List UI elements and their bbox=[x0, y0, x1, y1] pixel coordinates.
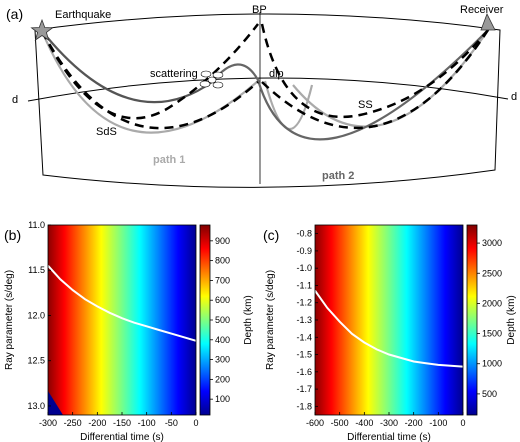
panel-c-ytick-label: -0.9 bbox=[296, 246, 312, 256]
panel-b-corner-patch bbox=[48, 391, 63, 415]
panel-c-colorbar-tick-label: 2000 bbox=[482, 298, 502, 308]
panel-c-ytick-label: -1.2 bbox=[296, 298, 312, 308]
panel-b-heatmap bbox=[48, 225, 196, 415]
panel-c-ytick-label: -1.8 bbox=[296, 401, 312, 411]
panel-c-heatmap bbox=[315, 225, 463, 415]
bp-label: BP bbox=[252, 4, 267, 16]
panel-c-xtick-label: -500 bbox=[331, 418, 349, 428]
panel-c-colorbar-label: Depth (km) bbox=[506, 295, 517, 344]
panel-b-colorbar-tick-label: 900 bbox=[215, 236, 230, 246]
panel-c-xtick-label: -300 bbox=[380, 418, 398, 428]
panel-c-colorbar-tick-label: 1500 bbox=[482, 329, 502, 339]
sds-ray-left bbox=[40, 30, 259, 130]
earthquake-star-icon bbox=[30, 18, 54, 41]
panel-c-colorbar-tick-label: 1000 bbox=[482, 359, 502, 369]
panel-b-xtick-label: -200 bbox=[88, 418, 106, 428]
panel-c-ytick-label: -1.5 bbox=[296, 350, 312, 360]
panel-c-colorbar-tick-label: 2500 bbox=[482, 268, 502, 278]
panel-c-colorbar-ticks: 500 1000 1500 2000 2500 3000 bbox=[477, 238, 502, 399]
panel-c-colorbar-tick-label: 3000 bbox=[482, 238, 502, 248]
panel-c: (c) -600 -500 -400 -300 -200 -100 0 -1.8 -1.7 -1.… bbox=[263, 224, 517, 442]
panel-c-ticks: -600 -500 -400 -300 -200 -100 0 -1.8 -1.7 -1.6 -1.… bbox=[296, 229, 465, 428]
path-2-ray-left bbox=[41, 30, 213, 104]
panel-b-xtick-label: 0 bbox=[193, 418, 198, 428]
panel-c-colorbar-tick-label: 500 bbox=[482, 389, 497, 399]
bp-ray-left bbox=[40, 23, 259, 120]
panel-b-colorbar-label: Depth (km) bbox=[243, 295, 254, 344]
panel-b-xtick-label: -250 bbox=[64, 418, 82, 428]
panel-b-colorbar bbox=[199, 224, 211, 416]
panel-c-colorbar bbox=[466, 224, 478, 416]
panel-b-colorbar-tick-label: 800 bbox=[215, 256, 230, 266]
d-right-label: d bbox=[511, 91, 517, 103]
panel-c-ytick-label: -1.1 bbox=[296, 280, 312, 290]
panel-c-ylabel: Ray parameter (s/deg) bbox=[265, 270, 276, 370]
panel-c-ytick-label: -1.4 bbox=[296, 332, 312, 342]
scattering-label: scattering bbox=[150, 68, 198, 80]
receiver-triangle-icon bbox=[480, 13, 496, 31]
scattering-marker bbox=[199, 70, 224, 89]
panel-b-ytick-label: 12.0 bbox=[27, 310, 45, 320]
panel-b-xtick-label: -150 bbox=[113, 418, 131, 428]
panel-b-colorbar-tick-label: 700 bbox=[215, 275, 230, 285]
panel-b-xtick-label: -300 bbox=[39, 418, 57, 428]
panel-a: (a) Earthquake Receiver bbox=[6, 4, 517, 188]
panel-b-ytick-label: 11.5 bbox=[28, 265, 45, 275]
panel-b-label: (b) bbox=[4, 227, 21, 243]
path-2-ray bbox=[211, 29, 489, 141]
panel-b-colorbar-tick-label: 300 bbox=[215, 355, 230, 365]
panel-b-ytick-label: 13.0 bbox=[27, 401, 45, 411]
panel-b-colorbar-tick-label: 200 bbox=[215, 374, 230, 384]
bp-ray-right bbox=[260, 23, 489, 119]
panel-b-xtick-label: -100 bbox=[138, 418, 156, 428]
panel-c-xtick-label: -400 bbox=[355, 418, 373, 428]
panel-c-xtick-label: 0 bbox=[460, 418, 465, 428]
panel-c-curve bbox=[315, 290, 463, 368]
panel-c-ytick-label: -1.7 bbox=[296, 384, 312, 394]
panel-b-ytick-label: 11.0 bbox=[28, 220, 45, 230]
panel-b-colorbar-tick-label: 100 bbox=[215, 394, 230, 404]
panel-c-xlabel: Differential time (s) bbox=[347, 432, 431, 442]
dip-label: dip bbox=[269, 68, 284, 80]
panel-c-xtick-label: -200 bbox=[405, 418, 423, 428]
d-left-label: d bbox=[12, 94, 18, 106]
sds-ray-right bbox=[261, 29, 490, 130]
panel-b-colorbar-ticks: 100 200 300 400 500 600 700 800 900 bbox=[210, 236, 230, 404]
path-2-label: path 2 bbox=[322, 170, 354, 182]
earth-section-outline bbox=[34, 13, 501, 188]
panel-b-curve bbox=[48, 265, 196, 342]
panel-c-xtick-label: -100 bbox=[429, 418, 447, 428]
panel-b-ytick-label: 12.5 bbox=[27, 356, 45, 366]
panel-b-ylabel: Ray parameter (s/deg) bbox=[4, 270, 15, 370]
panel-c-ytick-label: -1.3 bbox=[296, 315, 312, 325]
panel-a-label: (a) bbox=[6, 6, 23, 22]
panel-b-colorbar-tick-label: 500 bbox=[215, 315, 230, 325]
ss-label: SS bbox=[358, 99, 373, 111]
earthquake-label: Earthquake bbox=[55, 9, 111, 21]
panel-b-colorbar-tick-label: 400 bbox=[215, 335, 230, 345]
panel-b-colorbar-tick-label: 600 bbox=[215, 295, 230, 305]
panel-b-ticks: -300 -250 -200 -150 -100 -50 0 11.0 11.5 12.0 12.5… bbox=[27, 220, 198, 428]
path-1-label: path 1 bbox=[153, 154, 185, 166]
panel-b: (b) -300 -250 -200 -150 -100 -50 0 11.0 11.5 12.0… bbox=[4, 220, 254, 442]
panel-c-label: (c) bbox=[263, 227, 279, 243]
sds-label: SdS bbox=[96, 126, 117, 138]
panel-b-xtick-label: -50 bbox=[165, 418, 178, 428]
panel-c-ytick-label: -1.0 bbox=[296, 263, 312, 273]
panel-b-xlabel: Differential time (s) bbox=[80, 432, 164, 442]
panel-c-xtick-label: -600 bbox=[306, 418, 324, 428]
receiver-label: Receiver bbox=[460, 4, 504, 16]
panel-c-ytick-label: -0.8 bbox=[296, 229, 312, 239]
panel-c-ytick-label: -1.6 bbox=[296, 367, 312, 377]
